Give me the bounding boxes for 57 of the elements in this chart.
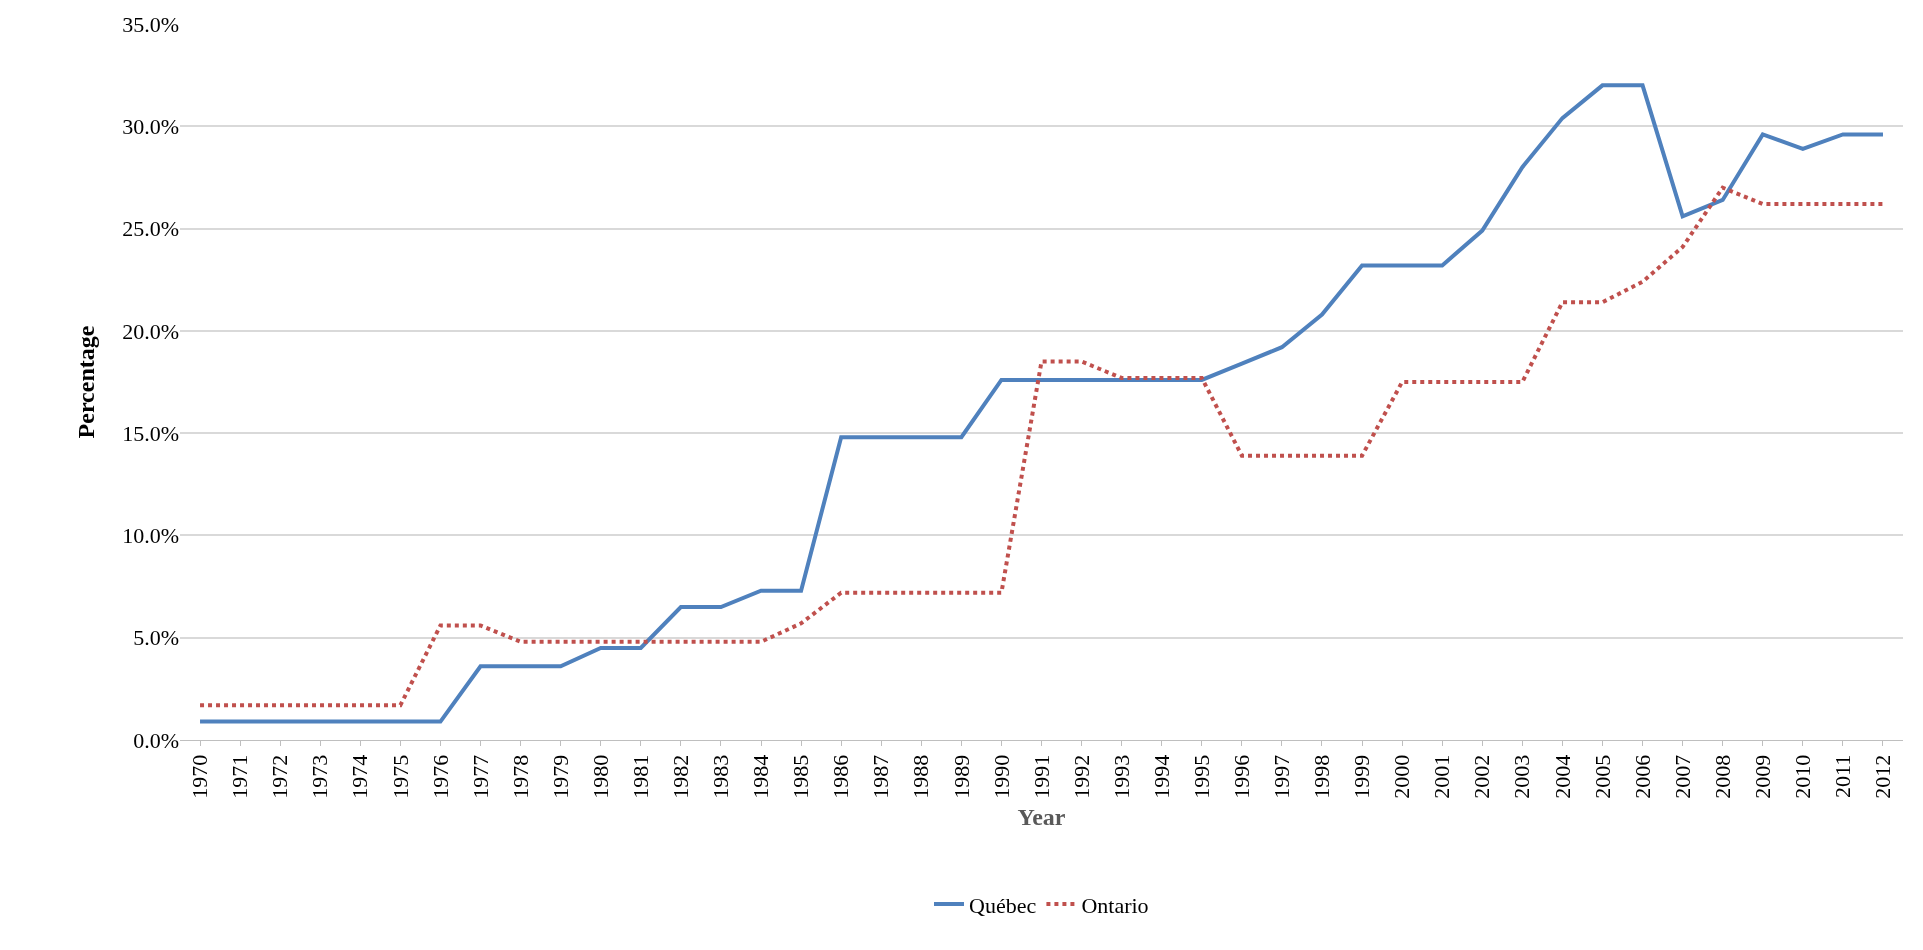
y-tick-label: 15.0% (122, 420, 179, 446)
x-tick-label: 1991 (1028, 754, 1054, 799)
x-tick-label: 1997 (1269, 754, 1295, 799)
x-tick-label: 1986 (828, 754, 854, 799)
x-tick-label: 1996 (1229, 754, 1254, 799)
x-tick-label: 2001 (1429, 754, 1455, 799)
x-tick-label: 1971 (227, 754, 253, 799)
x-tick-label: 1985 (788, 754, 814, 799)
y-axis-title: Percentage (73, 325, 100, 439)
legend-label: Québec (969, 892, 1037, 918)
x-tick-label: 2009 (1749, 754, 1775, 799)
y-tick-label: 5.0% (133, 625, 179, 651)
y-tick-label: 0.0% (133, 727, 179, 753)
x-tick-label: 2007 (1669, 754, 1695, 799)
line-series (198, 185, 1885, 708)
x-tick-label: 1979 (547, 754, 573, 799)
x-tick-label: 1973 (307, 754, 333, 799)
x-tick-label: 1987 (868, 754, 894, 799)
x-tick-label: 2008 (1709, 754, 1735, 799)
y-tick-label: 35.0% (122, 11, 179, 37)
x-tick-label: 1978 (507, 754, 533, 799)
x-tick-label: 2003 (1509, 754, 1535, 799)
x-tick-label: 2012 (1870, 754, 1896, 799)
x-tick-label: 1994 (1148, 754, 1174, 799)
x-tick-label: 2004 (1549, 754, 1575, 799)
y-tick-label: 30.0% (122, 113, 179, 139)
x-tick-label: 1970 (187, 754, 213, 799)
x-tick-label: 1976 (427, 754, 453, 799)
legend-label: Ontario (1081, 892, 1149, 918)
y-tick-label: 10.0% (122, 523, 179, 549)
x-tick-label: 1989 (948, 754, 974, 799)
x-tick-label: 1995 (1188, 754, 1214, 799)
x-tick-label: 1990 (988, 754, 1014, 799)
x-tick-label: 2005 (1589, 754, 1615, 799)
y-tick-label: 25.0% (122, 216, 179, 242)
x-tick-label: 1984 (748, 754, 774, 799)
x-tick-label: 1993 (1108, 754, 1134, 799)
x-tick-label: 1974 (347, 754, 373, 799)
x-tick-label: 2006 (1629, 754, 1655, 799)
y-tick-label: 20.0% (122, 318, 179, 344)
line-series (198, 83, 1885, 724)
x-tick-label: 1999 (1349, 754, 1375, 799)
x-tick-label: 2010 (1789, 754, 1815, 799)
x-tick-label: 1972 (267, 754, 293, 799)
x-tick-label: 1998 (1309, 754, 1335, 799)
x-tick-label: 2011 (1830, 754, 1856, 798)
x-tick-label: 1980 (587, 754, 613, 799)
x-axis-title: Year (1017, 804, 1066, 831)
x-tick-label: 1977 (467, 754, 493, 799)
x-tick-label: 1982 (668, 754, 694, 799)
x-tick-label: 1975 (387, 754, 413, 799)
x-tick-label: 2002 (1469, 754, 1495, 799)
x-tick-label: 2000 (1389, 754, 1415, 799)
x-tick-label: 1988 (908, 754, 934, 799)
x-tick-label: 1992 (1068, 754, 1094, 799)
x-tick-label: 1981 (627, 754, 653, 799)
x-tick-label: 1983 (708, 754, 734, 799)
